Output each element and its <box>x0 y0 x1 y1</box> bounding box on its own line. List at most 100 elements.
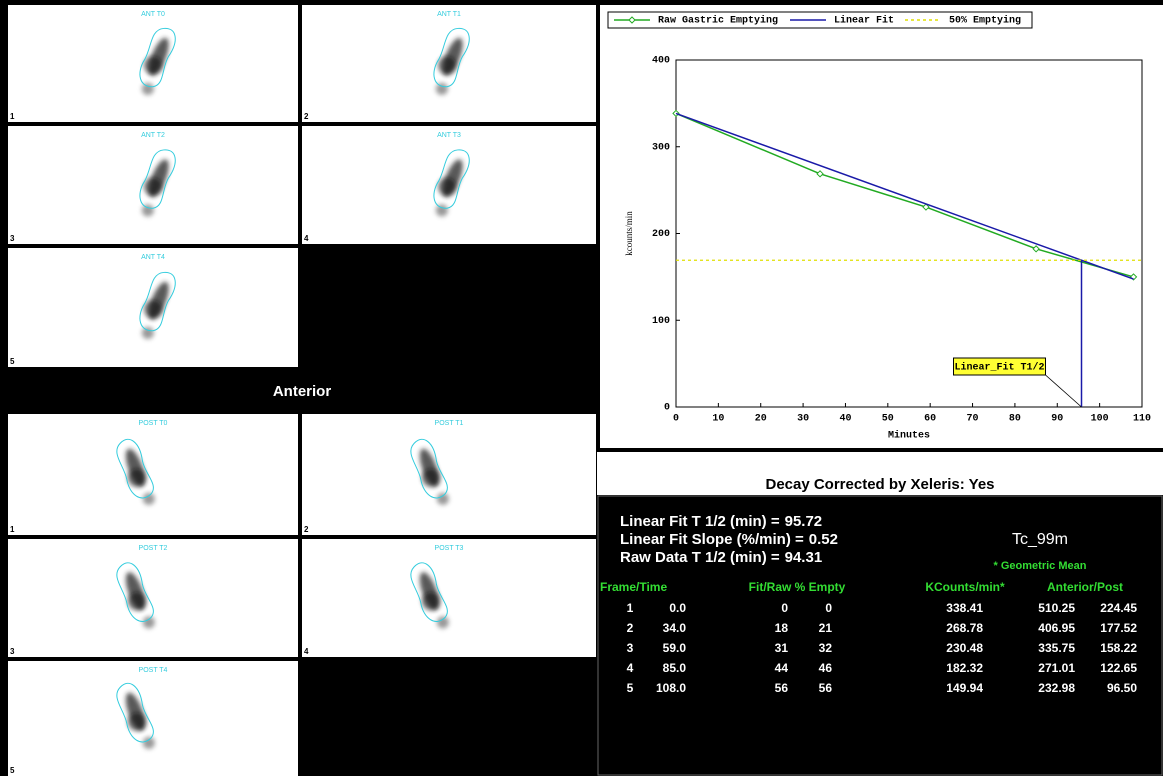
uptake <box>435 82 448 95</box>
legend-label: 50% Emptying <box>949 15 1021 27</box>
scan-image <box>139 27 176 95</box>
roi-outline <box>139 149 176 209</box>
table-cell: 34.0 <box>663 621 687 635</box>
image-panel <box>8 414 298 535</box>
summary-value: 95.72 <box>785 513 823 530</box>
y-tick-label: 400 <box>652 56 670 67</box>
scan-image <box>116 438 155 505</box>
frame-number: 4 <box>304 234 309 243</box>
table-cell: 224.45 <box>1100 601 1137 615</box>
table-cell: 177.52 <box>1100 621 1137 635</box>
uptake <box>142 736 155 749</box>
table-cell: 32 <box>819 641 833 655</box>
results-panel <box>597 495 1163 776</box>
frame-label: POST T3 <box>435 545 464 552</box>
uptake <box>436 492 449 505</box>
frame-label: ANT T1 <box>437 11 461 18</box>
table-cell: 510.25 <box>1038 601 1075 615</box>
y-tick-label: 100 <box>652 316 670 327</box>
legend-label: Linear Fit <box>834 15 894 27</box>
frame-label: POST T4 <box>139 667 168 674</box>
y-tick-label: 0 <box>664 403 670 414</box>
y-tick-label: 300 <box>652 142 670 153</box>
scan-image <box>433 149 470 217</box>
table-cell: 44 <box>775 661 789 675</box>
uptake <box>421 468 440 487</box>
table-cell: 108.0 <box>656 681 686 695</box>
uptake <box>141 326 154 339</box>
roi-outline <box>116 562 154 622</box>
x-tick-label: 80 <box>1009 414 1021 425</box>
table-cell: 182.32 <box>946 661 983 675</box>
scan-image <box>433 27 470 95</box>
table-cell: 406.95 <box>1038 621 1075 635</box>
summary-value: 0.52 <box>809 531 838 548</box>
summary-value: 94.31 <box>785 549 823 566</box>
x-tick-label: 10 <box>712 414 724 425</box>
roi-outline <box>139 27 176 88</box>
point-marker <box>1032 245 1040 253</box>
table-cell: 0 <box>781 601 788 615</box>
roi-outline <box>116 682 154 743</box>
frame-number: 2 <box>304 112 309 121</box>
table-cell: 5 <box>627 681 634 695</box>
frame-label: POST T2 <box>139 545 168 552</box>
table-cell: 0.0 <box>669 601 686 615</box>
scan-image <box>410 562 449 629</box>
table-cell: 232.98 <box>1038 681 1075 695</box>
table-header: KCounts/min* <box>925 580 1005 594</box>
table-header: Anterior/Post <box>1047 580 1123 594</box>
summary-label: Linear Fit T 1/2 (min) = <box>620 513 780 530</box>
table-header: Frame/Time <box>600 580 667 594</box>
series-line <box>675 112 1134 280</box>
uptake <box>127 468 146 487</box>
x-axis-label: Minutes <box>888 430 930 442</box>
uptake <box>142 492 155 505</box>
point-marker <box>672 109 680 118</box>
summary-line: Linear Fit Slope (%/min) = 0.52 <box>620 531 838 548</box>
annotation-box <box>953 357 1047 376</box>
scan-image <box>139 271 176 339</box>
frame-label: ANT T2 <box>141 132 165 139</box>
uptake <box>141 204 154 217</box>
scan-image <box>116 682 155 749</box>
uptake <box>127 712 146 731</box>
x-tick-label: 50 <box>882 414 894 425</box>
table-cell: 230.48 <box>946 641 983 655</box>
annotation-text: Linear_Fit T1/2 <box>954 362 1044 374</box>
uptake <box>438 177 457 196</box>
table-cell: 158.22 <box>1100 641 1137 655</box>
frame-label: ANT T0 <box>141 11 165 18</box>
uptake <box>141 82 154 95</box>
table-cell: 59.0 <box>663 641 687 655</box>
isotope: Tc_99m <box>1012 531 1068 548</box>
uptake <box>144 300 163 319</box>
table-cell: 3 <box>627 641 634 655</box>
image-panel <box>302 539 596 657</box>
point-marker <box>922 203 930 211</box>
frame-number: 3 <box>10 647 15 656</box>
uptake <box>421 592 440 611</box>
image-panel <box>8 661 298 776</box>
frame-number: 1 <box>10 525 15 534</box>
legend-marker <box>628 16 636 24</box>
uptake <box>127 592 146 611</box>
table-cell: 271.01 <box>1038 661 1075 675</box>
x-tick-label: 70 <box>967 414 979 425</box>
frame-number: 5 <box>10 357 15 366</box>
decay-banner <box>597 452 1163 495</box>
uptake <box>435 204 448 217</box>
roi-outline <box>410 438 448 499</box>
table-cell: 56 <box>819 681 833 695</box>
roi-outline <box>433 27 470 88</box>
summary-label: Linear Fit Slope (%/min) = <box>620 531 804 548</box>
summary-label: Raw Data T 1/2 (min) = <box>620 549 780 566</box>
note: * Geometric Mean <box>994 560 1087 572</box>
point-marker <box>816 170 824 178</box>
uptake <box>142 616 155 629</box>
roi-outline <box>410 562 448 622</box>
uptake <box>144 56 163 75</box>
x-tick-label: 40 <box>839 414 851 425</box>
x-tick-label: 0 <box>673 414 679 425</box>
uptake <box>436 616 449 629</box>
